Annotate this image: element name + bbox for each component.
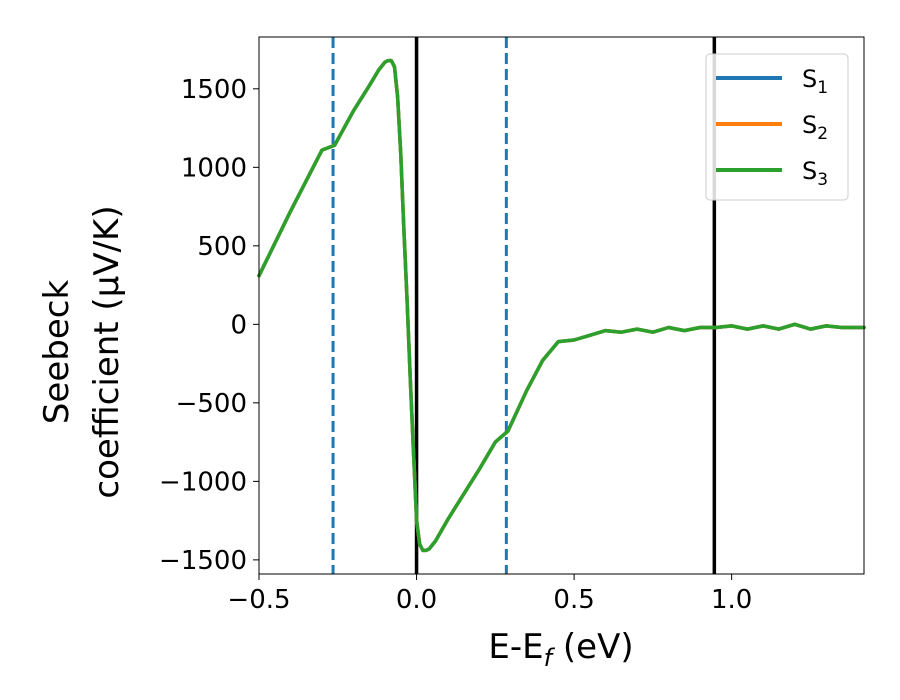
series-line-3: [257, 58, 866, 553]
x-tick-label: 1.0: [711, 585, 752, 615]
y-tick-label: −1500: [159, 546, 247, 576]
vertical-reference-lines: [331, 37, 717, 574]
x-axis-label-unit: (eV): [552, 627, 634, 667]
y-tick-label: 0: [230, 310, 247, 340]
legend-box: [705, 53, 849, 201]
y-tick-label: 500: [197, 232, 247, 262]
legend-label-3: S3: [802, 157, 828, 190]
x-axis-ticks: −0.5 0.0 0.5 1.0: [227, 574, 752, 615]
x-tick-label: 0.0: [396, 585, 437, 615]
series-lines: [257, 58, 866, 553]
legend-label-2: S2: [802, 111, 828, 144]
y-tick-label: −1000: [159, 467, 247, 497]
y-tick-label: −500: [176, 389, 247, 419]
y-axis-label-line1: Seebeck: [37, 280, 77, 425]
y-axis-ticks: 1500 1000 500 0 −500 −1000 −1500: [159, 75, 259, 576]
plot-frame: [258, 36, 865, 575]
y-axis-label-line2: coefficient (μV/K): [87, 205, 127, 498]
x-axis-label-main: E-E: [488, 627, 543, 667]
legend-label-1: S1: [802, 65, 828, 98]
y-tick-label: 1500: [181, 75, 247, 105]
y-tick-label: 1000: [181, 153, 247, 183]
x-axis-label: E-Ef (eV): [488, 627, 633, 672]
x-tick-label: 0.5: [553, 585, 594, 615]
x-tick-label: −0.5: [227, 585, 290, 615]
legend: S1 S2 S3: [705, 53, 849, 201]
y-axis-label: Seebeck coefficient (μV/K): [37, 205, 127, 498]
